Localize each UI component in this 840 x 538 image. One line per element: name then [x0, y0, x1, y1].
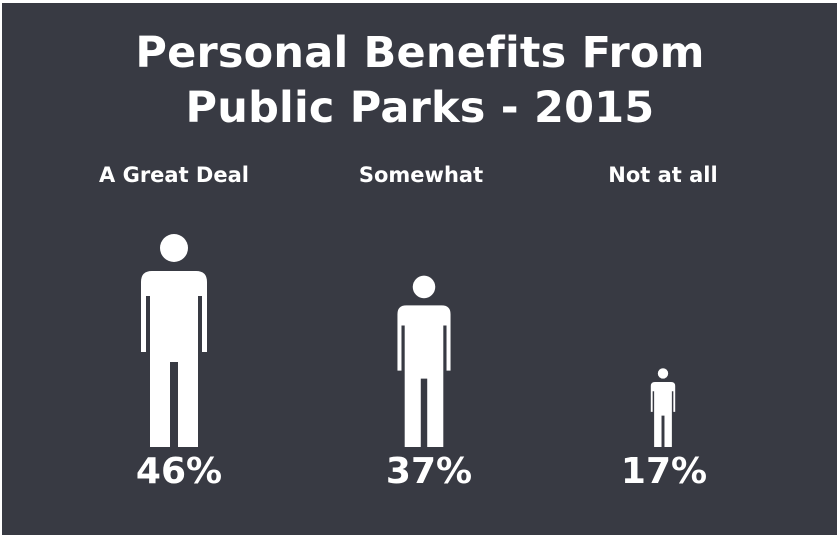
person-icon-great-deal: [141, 234, 207, 447]
chart-title: Personal Benefits From Public Parks - 20…: [0, 26, 840, 136]
person-head: [412, 275, 436, 299]
value-label-somewhat: 37%: [385, 451, 473, 492]
person-body: [397, 305, 451, 447]
category-label-somewhat: Somewhat: [358, 163, 484, 187]
person-icon-somewhat: [397, 275, 451, 447]
category-label-not-at-all: Not at all: [608, 163, 718, 187]
chart-title-line-2: Public Parks - 2015: [185, 83, 655, 133]
value-label-not-at-all: 17%: [620, 451, 708, 492]
value-label-great-deal: 46%: [135, 451, 223, 492]
chart-title-line-1: Personal Benefits From: [135, 28, 705, 78]
person-icon-not-at-all: [650, 368, 676, 447]
person-body: [650, 381, 676, 447]
person-body: [141, 271, 207, 447]
category-label-great-deal: A Great Deal: [99, 163, 249, 187]
person-head: [657, 368, 669, 379]
person-head: [160, 234, 188, 262]
